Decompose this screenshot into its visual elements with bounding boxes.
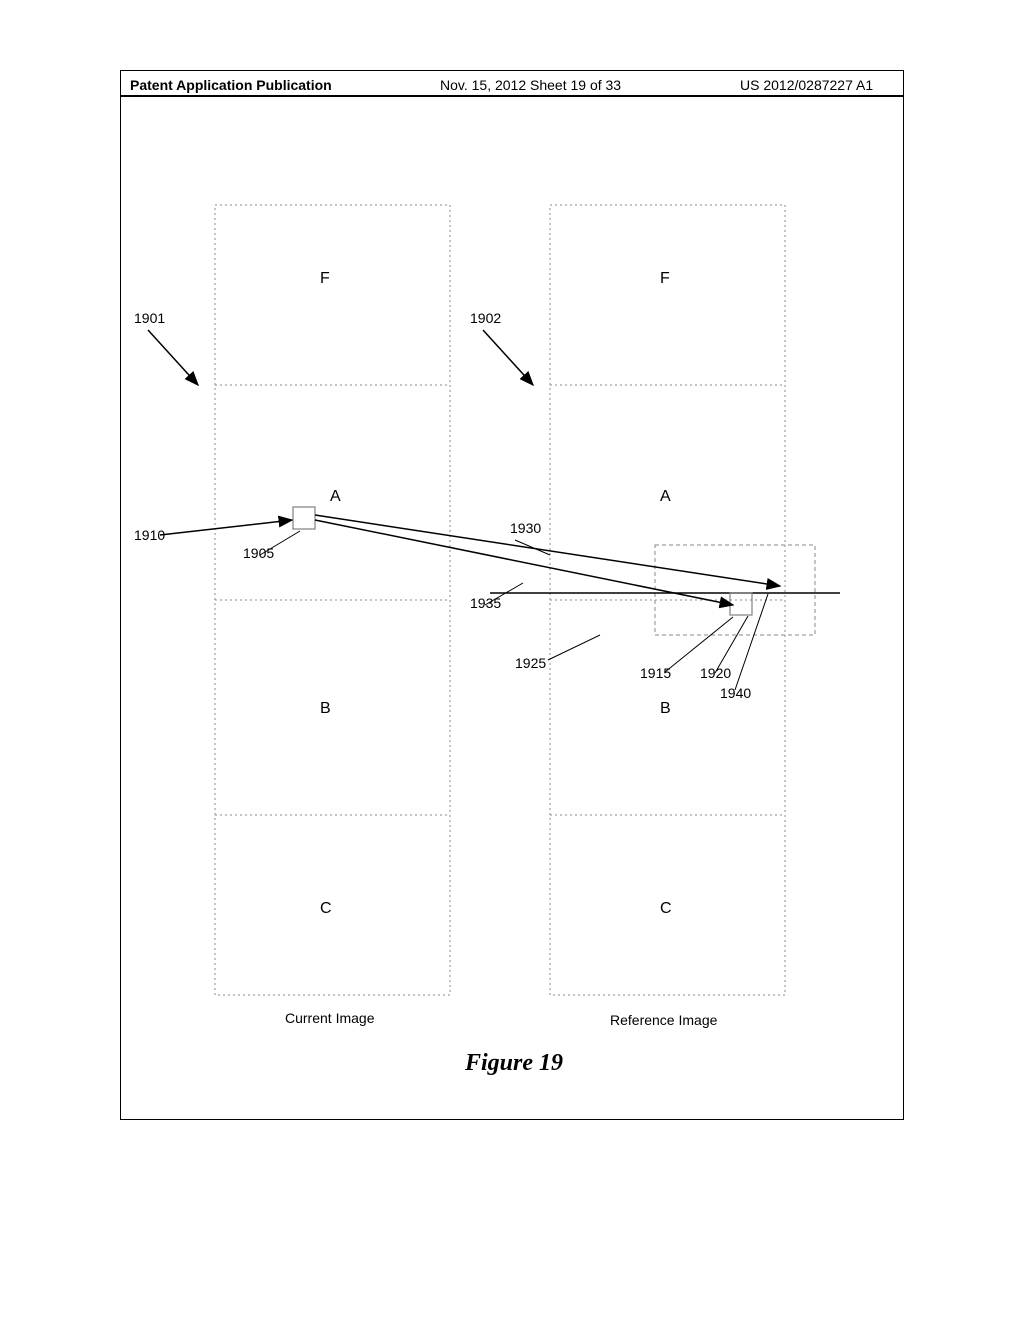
label-F-left: F: [320, 270, 330, 288]
label-F-right: F: [660, 270, 670, 288]
figure-title: Figure 19: [465, 1050, 563, 1077]
ref-1905: 1905: [243, 545, 274, 561]
caption-reference: Reference Image: [610, 1012, 717, 1028]
label-B-left: B: [320, 700, 331, 718]
label-A-left: A: [330, 488, 341, 506]
caption-current: Current Image: [285, 1010, 374, 1026]
ref-1920: 1920: [700, 665, 731, 681]
ref-1910: 1910: [134, 527, 165, 543]
ref-1940: 1940: [720, 685, 751, 701]
ref-1930: 1930: [510, 520, 541, 536]
label-C-left: C: [320, 900, 332, 918]
label-C-right: C: [660, 900, 672, 918]
ref-1935: 1935: [470, 595, 501, 611]
label-B-right: B: [660, 700, 671, 718]
header-center: Nov. 15, 2012 Sheet 19 of 33: [440, 77, 621, 93]
ref-1915: 1915: [640, 665, 671, 681]
ref-1902: 1902: [470, 310, 501, 326]
header-left: Patent Application Publication: [130, 77, 332, 93]
diagram-svg: [120, 95, 904, 1120]
diagram-area: F F A A B B C C 1901 1902 1910 1905 1930…: [120, 95, 904, 1120]
header-right: US 2012/0287227 A1: [740, 77, 873, 93]
ref-1901: 1901: [134, 310, 165, 326]
ref-1925: 1925: [515, 655, 546, 671]
label-A-right: A: [660, 488, 671, 506]
